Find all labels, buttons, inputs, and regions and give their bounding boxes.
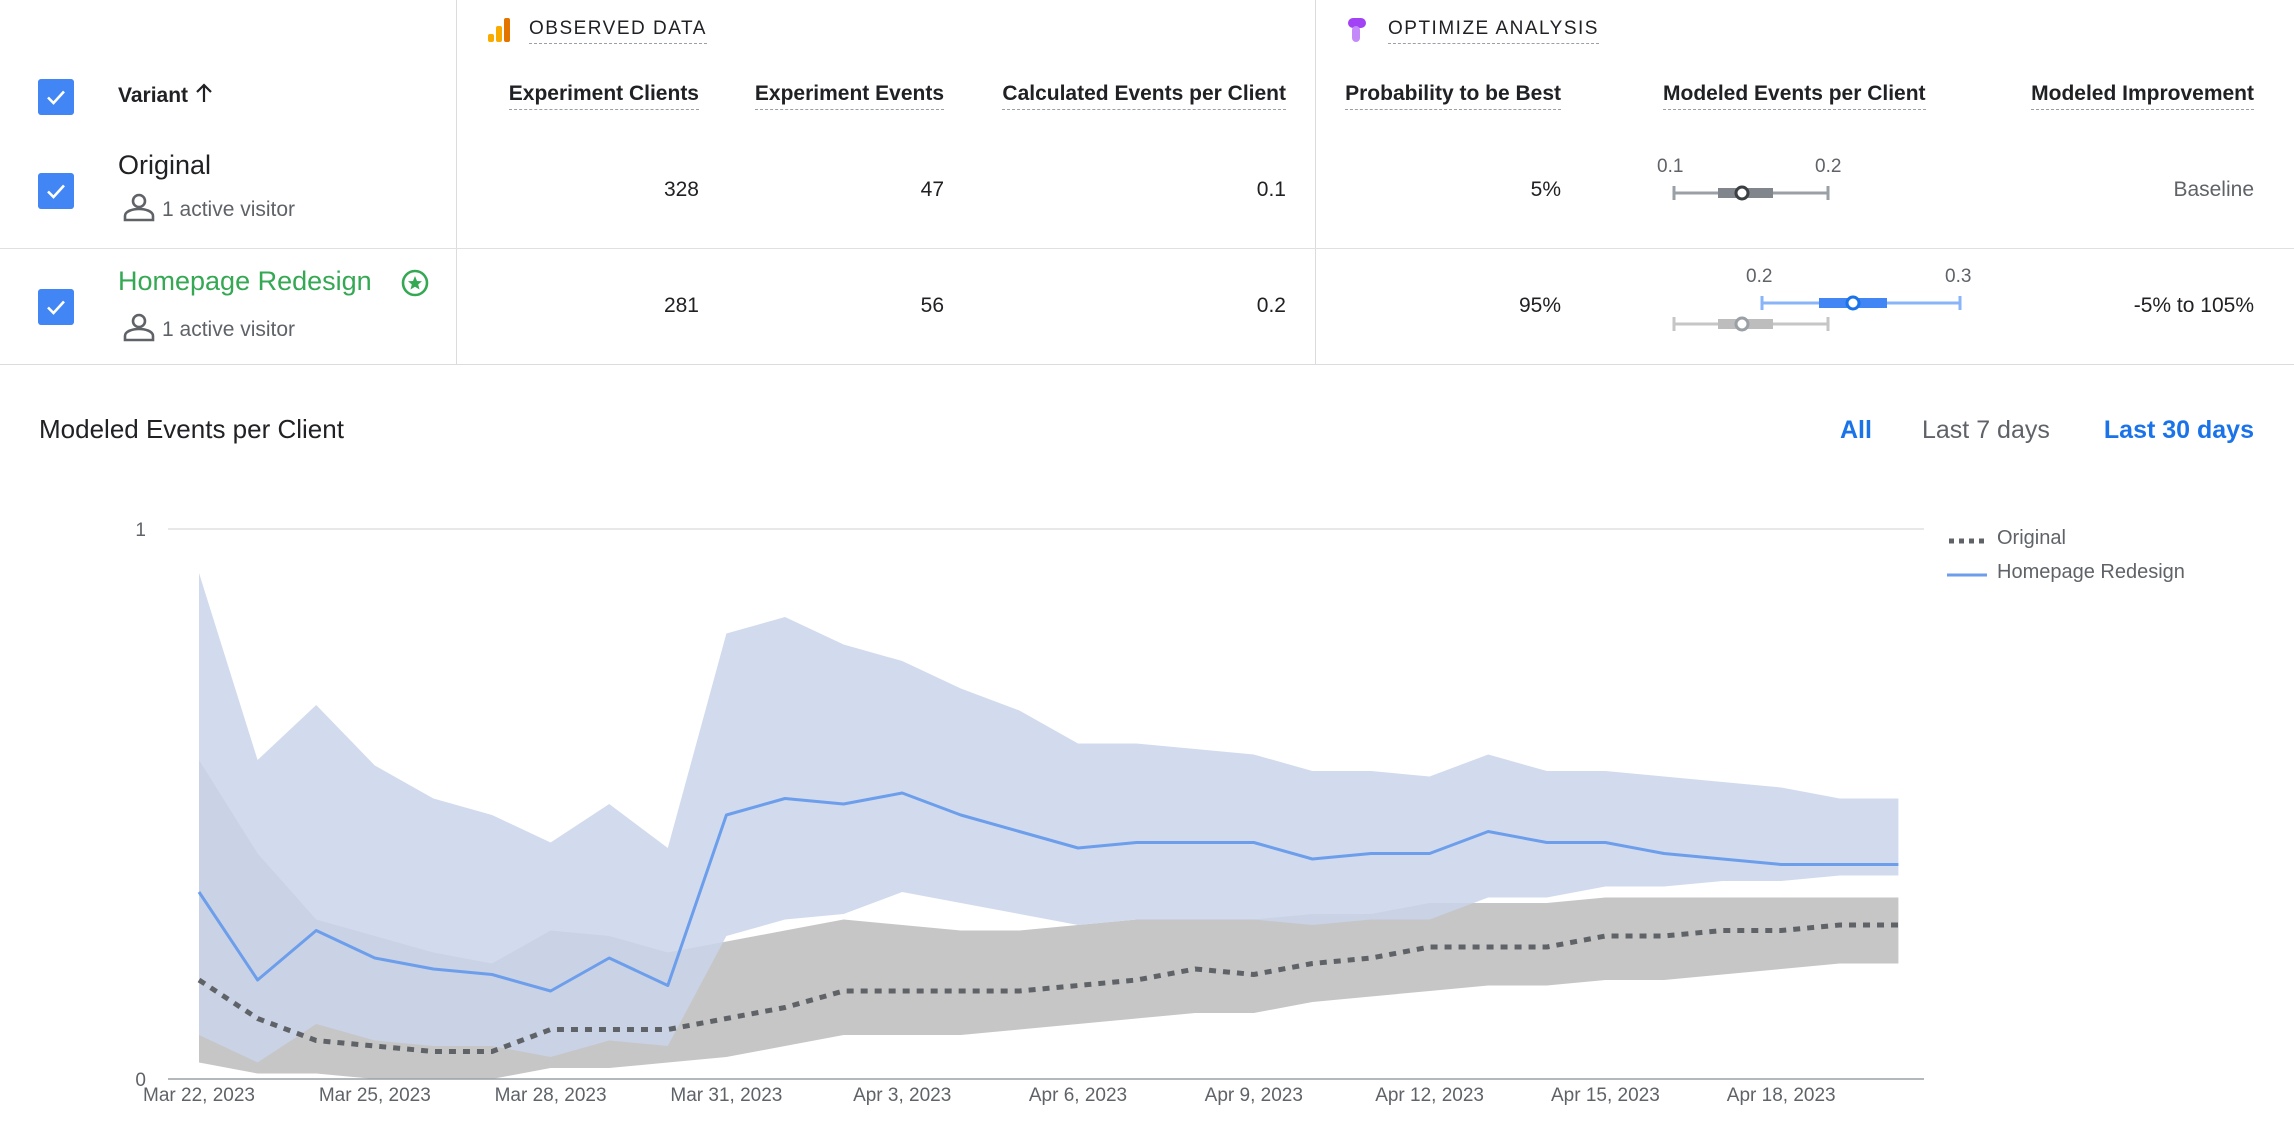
legend-homepage-redesign: Homepage Redesign	[1947, 561, 2185, 584]
x-tick-label: Apr 15, 2023	[1551, 1085, 1660, 1106]
legend-redesign-label: Homepage Redesign	[1997, 561, 2185, 583]
experiment-events-header[interactable]: Experiment Events	[754, 82, 944, 110]
modeled-improvement-header[interactable]: Modeled Improvement	[2031, 82, 2254, 110]
homepage-redesign-visitors: 1 active visitor	[122, 312, 295, 348]
legend-original-label: Original	[1997, 527, 2066, 549]
x-tick-label: Mar 22, 2023	[143, 1085, 255, 1106]
visitor-count: 1 active visitor	[162, 198, 296, 221]
original-calc-events: 0.1	[1256, 178, 1286, 201]
redesign-interval-plot	[1672, 295, 1962, 332]
redesign-prob-best: 95%	[1518, 294, 1561, 317]
legend-redesign-swatch	[1947, 561, 1987, 584]
redesign-interval-tick-high: 0.3	[1945, 266, 1972, 287]
prob-best-header[interactable]: Probability to be Best	[1345, 82, 1561, 110]
chart-title: Modeled Events per Client	[39, 414, 344, 444]
redesign-experiment-events: 56	[920, 294, 944, 317]
y-tick-label: 1	[135, 520, 146, 541]
original-visitors: 1 active visitor	[122, 192, 295, 228]
homepage-redesign-checkbox[interactable]	[38, 289, 74, 325]
legend-original-swatch	[1947, 527, 1987, 550]
row-divider	[0, 248, 2294, 249]
redesign-experiment-clients: 281	[663, 294, 699, 317]
x-tick-label: Apr 18, 2023	[1727, 1085, 1836, 1106]
y-tick-label: 0	[135, 1070, 146, 1091]
original-experiment-events: 47	[920, 178, 944, 201]
redesign-improvement: -5% to 105%	[2133, 294, 2254, 317]
modeled-events-header[interactable]: Modeled Events per Client	[1663, 82, 1926, 110]
x-tick-label: Apr 6, 2023	[1029, 1085, 1127, 1106]
observed-data-title: OBSERVED DATA	[529, 18, 707, 44]
original-series-line	[197, 922, 1899, 1054]
x-tick-label: Apr 3, 2023	[853, 1085, 951, 1106]
x-tick-label: Apr 12, 2023	[1375, 1085, 1484, 1106]
range-last-7-days-button[interactable]: Last 7 days	[1922, 416, 2050, 444]
experiment-clients-header[interactable]: Experiment Clients	[508, 82, 699, 110]
calc-events-header[interactable]: Calculated Events per Client	[1002, 82, 1286, 110]
variant-header-label: Variant	[118, 84, 189, 107]
original-experiment-clients: 328	[663, 178, 699, 201]
person-icon	[122, 192, 156, 228]
redesign-interval-tick-low: 0.2	[1746, 266, 1773, 287]
original-interval-plot	[1672, 185, 1830, 201]
variant-column-header[interactable]: Variant	[118, 82, 214, 110]
analytics-icon	[486, 16, 512, 44]
x-tick-label: Mar 25, 2023	[319, 1085, 431, 1106]
x-tick-label: Mar 28, 2023	[495, 1085, 607, 1106]
original-checkbox[interactable]	[38, 173, 74, 209]
sort-ascending-icon	[194, 82, 214, 110]
legend-original: Original	[1947, 527, 2066, 550]
optimize-analysis-title: OPTIMIZE ANALYSIS	[1388, 18, 1599, 44]
optimize-icon	[1344, 16, 1370, 44]
observed-divider	[456, 0, 457, 365]
homepage-redesign-series-line	[197, 791, 1899, 993]
homepage-redesign-interval-band	[199, 573, 1899, 1063]
table-bottom-divider	[0, 364, 2294, 365]
x-tick-label: Mar 31, 2023	[670, 1085, 782, 1106]
x-tick-label: Apr 9, 2023	[1205, 1085, 1303, 1106]
variant-name-original[interactable]: Original	[118, 150, 212, 180]
person-icon	[122, 312, 156, 348]
winner-star-icon	[400, 268, 430, 303]
variant-name-homepage-redesign[interactable]: Homepage Redesign	[118, 266, 372, 296]
original-interval-tick-high: 0.2	[1815, 156, 1842, 177]
modeled-events-chart: 0 1 Mar 22, 2023 Mar 25, 2023 Mar 28, 2023 Ma…	[135, 520, 1924, 1106]
visitor-count: 1 active visitor	[162, 318, 296, 341]
optimize-divider	[1315, 0, 1316, 365]
original-interval-tick-low: 0.1	[1657, 156, 1684, 177]
range-all-button[interactable]: All	[1840, 416, 1872, 444]
range-last-30-days-button[interactable]: Last 30 days	[2103, 416, 2254, 444]
select-all-checkbox[interactable]	[38, 79, 74, 115]
original-prob-best: 5%	[1530, 178, 1561, 201]
original-improvement: Baseline	[2173, 178, 2254, 201]
redesign-calc-events: 0.2	[1256, 294, 1286, 317]
